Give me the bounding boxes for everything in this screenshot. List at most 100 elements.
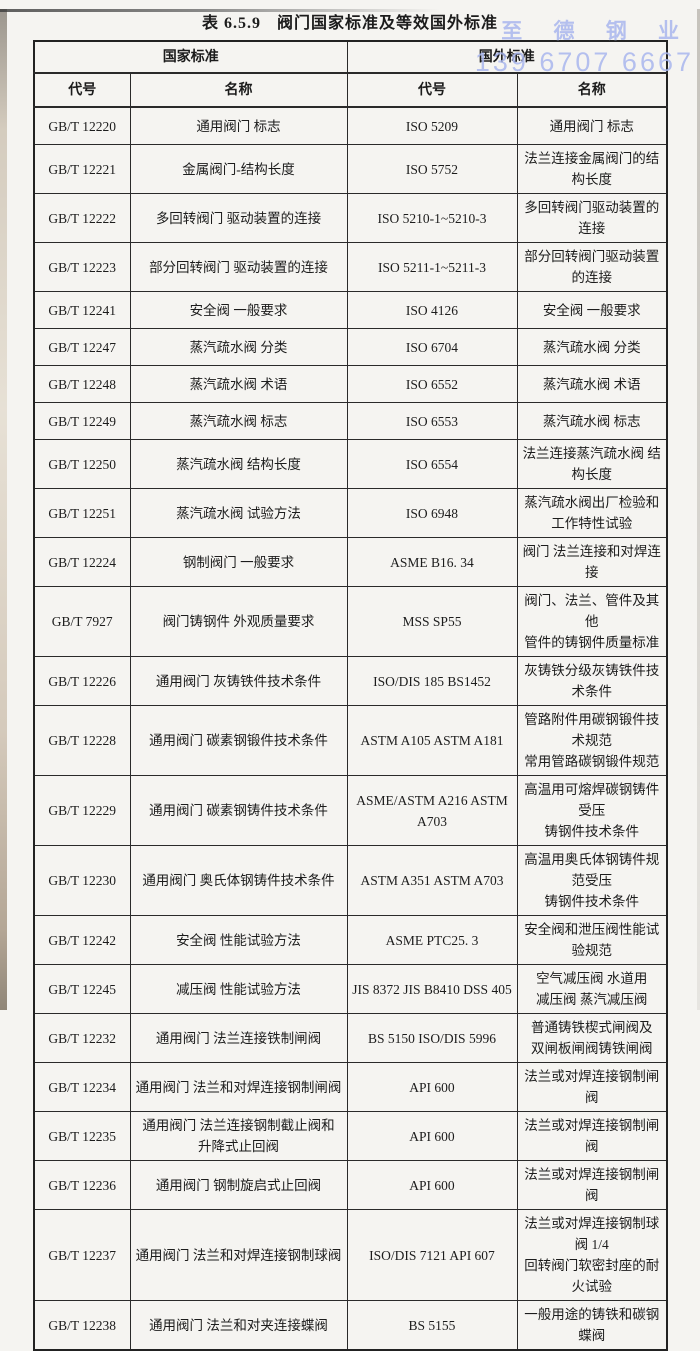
- cell-national-name: 通用阀门 法兰和对夹连接蝶阀: [129, 1300, 348, 1351]
- cell-national-code: GB/T 12242: [33, 915, 131, 965]
- cell-foreign-name: 部分回转阀门驱动装置的连接: [516, 242, 668, 292]
- table-row: GB/T 12221 金属阀门-结构长度 ISO 5752 法兰连接金属阀门的结构长度: [33, 144, 668, 194]
- table-row: GB/T 12223 部分回转阀门 驱动装置的连接 ISO 5211-1~5211-…: [33, 242, 668, 292]
- cell-foreign-name: 高温用奥氏体钢铸件规范受压 铸钢件技术条件: [516, 845, 668, 916]
- table-title-text: 阀门国家标准及等效国外标准: [277, 15, 499, 32]
- page-title: 表 6.5.9 阀门国家标准及等效国外标准: [0, 9, 700, 33]
- cell-national-code: GB/T 12251: [33, 488, 131, 538]
- cell-foreign-name: 蒸汽疏水阀 分类: [516, 328, 668, 366]
- table-row: GB/T 12224 钢制阀门 一般要求 ASME B16. 34 阀门 法兰连接和对…: [33, 537, 668, 587]
- cell-national-code: GB/T 12238: [33, 1300, 131, 1351]
- cell-foreign-code: ISO 6552: [346, 365, 518, 403]
- col-header-foreign-code: 代号: [346, 72, 518, 108]
- cell-national-code: GB/T 12241: [33, 291, 131, 329]
- cell-national-code: GB/T 12237: [33, 1209, 131, 1301]
- cell-foreign-code: BS 5155: [346, 1300, 518, 1351]
- standards-table: 国家标准 国外标准 代号 名称 代号 名称 GB/T 12220 通用阀门 标志 I…: [33, 40, 668, 1351]
- group-header-foreign: 国外标准: [346, 40, 668, 74]
- table-row: GB/T 12241 安全阀 一般要求 ISO 4126 安全阀 一般要求: [33, 291, 668, 329]
- table-row: GB/T 12251 蒸汽疏水阀 试验方法 ISO 6948 蒸汽疏水阀出厂检验和 工…: [33, 488, 668, 538]
- cell-national-name: 蒸汽疏水阀 试验方法: [129, 488, 348, 538]
- cell-national-code: GB/T 12235: [33, 1111, 131, 1161]
- cell-foreign-name: 蒸汽疏水阀 术语: [516, 365, 668, 403]
- cell-foreign-code: ASME/ASTM A216 ASTM A703: [346, 775, 518, 846]
- cell-national-name: 安全阀 性能试验方法: [129, 915, 348, 965]
- table-row: GB/T 12248 蒸汽疏水阀 术语 ISO 6552 蒸汽疏水阀 术语: [33, 365, 668, 403]
- book-spine-edge: [0, 9, 7, 1010]
- cell-foreign-name: 普通铸铁楔式闸阀及 双闸板闸阀铸铁闸阀: [516, 1013, 668, 1063]
- cell-foreign-name: 多回转阀门驱动装置的连接: [516, 193, 668, 243]
- table-row: GB/T 12232 通用阀门 法兰连接铁制闸阀 BS 5150 ISO/DIS 5…: [33, 1013, 668, 1063]
- table-row: GB/T 12226 通用阀门 灰铸铁件技术条件 ISO/DIS 185 BS145…: [33, 656, 668, 706]
- table-row: GB/T 12249 蒸汽疏水阀 标志 ISO 6553 蒸汽疏水阀 标志: [33, 402, 668, 440]
- cell-foreign-code: ISO 6948: [346, 488, 518, 538]
- cell-national-code: GB/T 12228: [33, 705, 131, 776]
- cell-foreign-code: ASTM A105 ASTM A181: [346, 705, 518, 776]
- cell-foreign-code: ASME PTC25. 3: [346, 915, 518, 965]
- cell-foreign-name: 法兰连接蒸汽疏水阀 结构长度: [516, 439, 668, 489]
- cell-foreign-code: ISO/DIS 7121 API 607: [346, 1209, 518, 1301]
- table-row: GB/T 12245 减压阀 性能试验方法 JIS 8372 JIS B8410 D…: [33, 964, 668, 1014]
- table-row: GB/T 12236 通用阀门 钢制旋启式止回阀 API 600 法兰或对焊连接钢制闸…: [33, 1160, 668, 1210]
- cell-foreign-name: 蒸汽疏水阀出厂检验和 工作特性试验: [516, 488, 668, 538]
- cell-foreign-code: ISO 5211-1~5211-3: [346, 242, 518, 292]
- cell-foreign-name: 阀门 法兰连接和对焊连接: [516, 537, 668, 587]
- column-header-row: 代号 名称 代号 名称: [33, 72, 668, 108]
- scan-top-edge: [0, 9, 440, 12]
- table-row: GB/T 12238 通用阀门 法兰和对夹连接蝶阀 BS 5155 一般用途的铸铁和碳…: [33, 1300, 668, 1351]
- cell-foreign-name: 法兰连接金属阀门的结构长度: [516, 144, 668, 194]
- cell-foreign-code: ISO 6704: [346, 328, 518, 366]
- cell-foreign-code: BS 5150 ISO/DIS 5996: [346, 1013, 518, 1063]
- cell-national-code: GB/T 12224: [33, 537, 131, 587]
- cell-foreign-name: 灰铸铁分级灰铸铁件技术条件: [516, 656, 668, 706]
- cell-national-code: GB/T 12247: [33, 328, 131, 366]
- cell-foreign-name: 法兰或对焊连接钢制球阀 1/4 回转阀门软密封座的耐火试验: [516, 1209, 668, 1301]
- cell-foreign-name: 法兰或对焊连接钢制闸阀: [516, 1062, 668, 1112]
- scan-right-edge: [697, 9, 700, 1010]
- cell-national-code: GB/T 12249: [33, 402, 131, 440]
- cell-foreign-name: 管路附件用碳钢锻件技术规范 常用管路碳钢锻件规范: [516, 705, 668, 776]
- cell-national-code: GB/T 12248: [33, 365, 131, 403]
- cell-national-name: 通用阀门 法兰连接铁制闸阀: [129, 1013, 348, 1063]
- table-row: GB/T 7927 阀门铸钢件 外观质量要求 MSS SP55 阀门、法兰、管件及其他…: [33, 586, 668, 657]
- cell-national-name: 蒸汽疏水阀 分类: [129, 328, 348, 366]
- cell-foreign-name: 空气减压阀 水道用 减压阀 蒸汽减压阀: [516, 964, 668, 1014]
- cell-foreign-name: 法兰或对焊连接钢制闸阀: [516, 1160, 668, 1210]
- cell-foreign-code: ISO 6554: [346, 439, 518, 489]
- table-number-label: 表 6.5.9: [201, 15, 261, 32]
- cell-foreign-code: API 600: [346, 1160, 518, 1210]
- cell-national-name: 部分回转阀门 驱动装置的连接: [129, 242, 348, 292]
- cell-national-name: 通用阀门 法兰和对焊连接钢制球阀: [129, 1209, 348, 1301]
- table-row: GB/T 12229 通用阀门 碳素钢铸件技术条件 ASME/ASTM A216 A…: [33, 775, 668, 846]
- cell-foreign-code: ASME B16. 34: [346, 537, 518, 587]
- cell-national-name: 金属阀门-结构长度: [129, 144, 348, 194]
- table-row: GB/T 12235 通用阀门 法兰连接钢制截止阀和 升降式止回阀 API 600 法…: [33, 1111, 668, 1161]
- cell-foreign-code: ASTM A351 ASTM A703: [346, 845, 518, 916]
- table-row: GB/T 12230 通用阀门 奥氏体钢铸件技术条件 ASTM A351 ASTM …: [33, 845, 668, 916]
- cell-national-name: 安全阀 一般要求: [129, 291, 348, 329]
- cell-foreign-code: API 600: [346, 1111, 518, 1161]
- cell-national-code: GB/T 12234: [33, 1062, 131, 1112]
- table-row: GB/T 12234 通用阀门 法兰和对焊连接钢制闸阀 API 600 法兰或对焊连接…: [33, 1062, 668, 1112]
- table-row: GB/T 12247 蒸汽疏水阀 分类 ISO 6704 蒸汽疏水阀 分类: [33, 328, 668, 366]
- cell-foreign-code: MSS SP55: [346, 586, 518, 657]
- cell-foreign-name: 蒸汽疏水阀 标志: [516, 402, 668, 440]
- cell-national-code: GB/T 12230: [33, 845, 131, 916]
- cell-national-name: 通用阀门 灰铸铁件技术条件: [129, 656, 348, 706]
- col-header-national-name: 名称: [129, 72, 348, 108]
- cell-national-code: GB/T 12232: [33, 1013, 131, 1063]
- cell-national-name: 通用阀门 钢制旋启式止回阀: [129, 1160, 348, 1210]
- cell-national-code: GB/T 12222: [33, 193, 131, 243]
- group-header-national: 国家标准: [33, 40, 348, 74]
- cell-national-name: 减压阀 性能试验方法: [129, 964, 348, 1014]
- cell-national-name: 蒸汽疏水阀 标志: [129, 402, 348, 440]
- cell-national-code: GB/T 12226: [33, 656, 131, 706]
- cell-national-name: 多回转阀门 驱动装置的连接: [129, 193, 348, 243]
- cell-foreign-code: ISO 5752: [346, 144, 518, 194]
- cell-foreign-name: 阀门、法兰、管件及其他 管件的铸钢件质量标准: [516, 586, 668, 657]
- col-header-foreign-name: 名称: [516, 72, 668, 108]
- cell-foreign-name: 安全阀和泄压阀性能试验规范: [516, 915, 668, 965]
- cell-national-code: GB/T 12220: [33, 106, 131, 145]
- cell-foreign-code: ISO 5210-1~5210-3: [346, 193, 518, 243]
- cell-national-code: GB/T 12245: [33, 964, 131, 1014]
